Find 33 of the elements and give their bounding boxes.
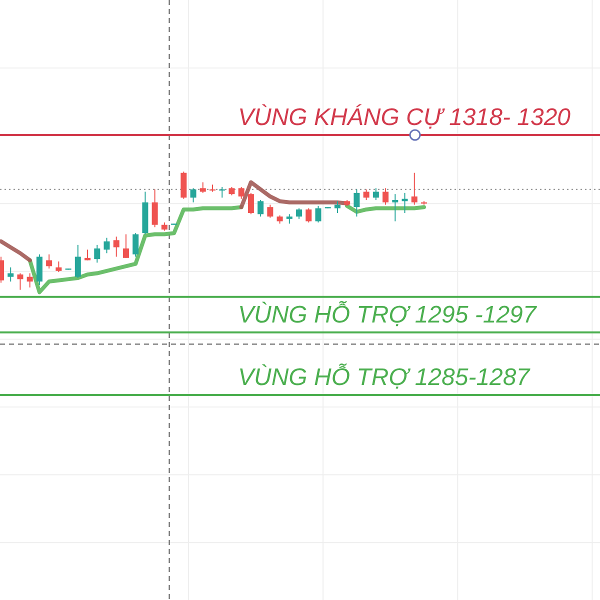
candlestick (258, 200, 264, 218)
candlestick (122, 234, 129, 258)
ref-line-label: VÙNG HỖ TRỢ 1295 -1297 (238, 300, 538, 328)
candlestick (354, 188, 360, 218)
candlestick (84, 249, 91, 261)
candlestick (267, 204, 274, 218)
candlestick (200, 182, 206, 194)
candlestick (17, 272, 24, 290)
candlestick (296, 208, 302, 220)
candlestick (372, 188, 379, 200)
candlestick (113, 236, 120, 258)
candlestick (306, 208, 312, 223)
candlestick (334, 200, 340, 214)
candlestick (363, 188, 370, 200)
candlestick (46, 254, 52, 270)
candlestick (248, 192, 254, 215)
candlestick (74, 244, 81, 278)
candlestick (382, 188, 389, 206)
ref-line-label: VÙNG KHÁNG CỰ 1318- 1320 (238, 104, 572, 131)
candlestick (411, 172, 418, 206)
candlestick (392, 194, 398, 222)
candlestick (152, 188, 158, 228)
candlestick (190, 188, 196, 203)
candlestick (8, 266, 14, 282)
candlestick (286, 214, 292, 224)
candlestick (132, 232, 139, 258)
candlestick (94, 244, 100, 264)
candlestick (104, 237, 110, 254)
candlestick (26, 272, 33, 288)
candlestick (238, 186, 244, 200)
candlestick (56, 260, 62, 273)
ref-line-label: VÙNG HỖ TRỢ 1285-1287 (238, 363, 532, 391)
candlestick (315, 205, 322, 223)
